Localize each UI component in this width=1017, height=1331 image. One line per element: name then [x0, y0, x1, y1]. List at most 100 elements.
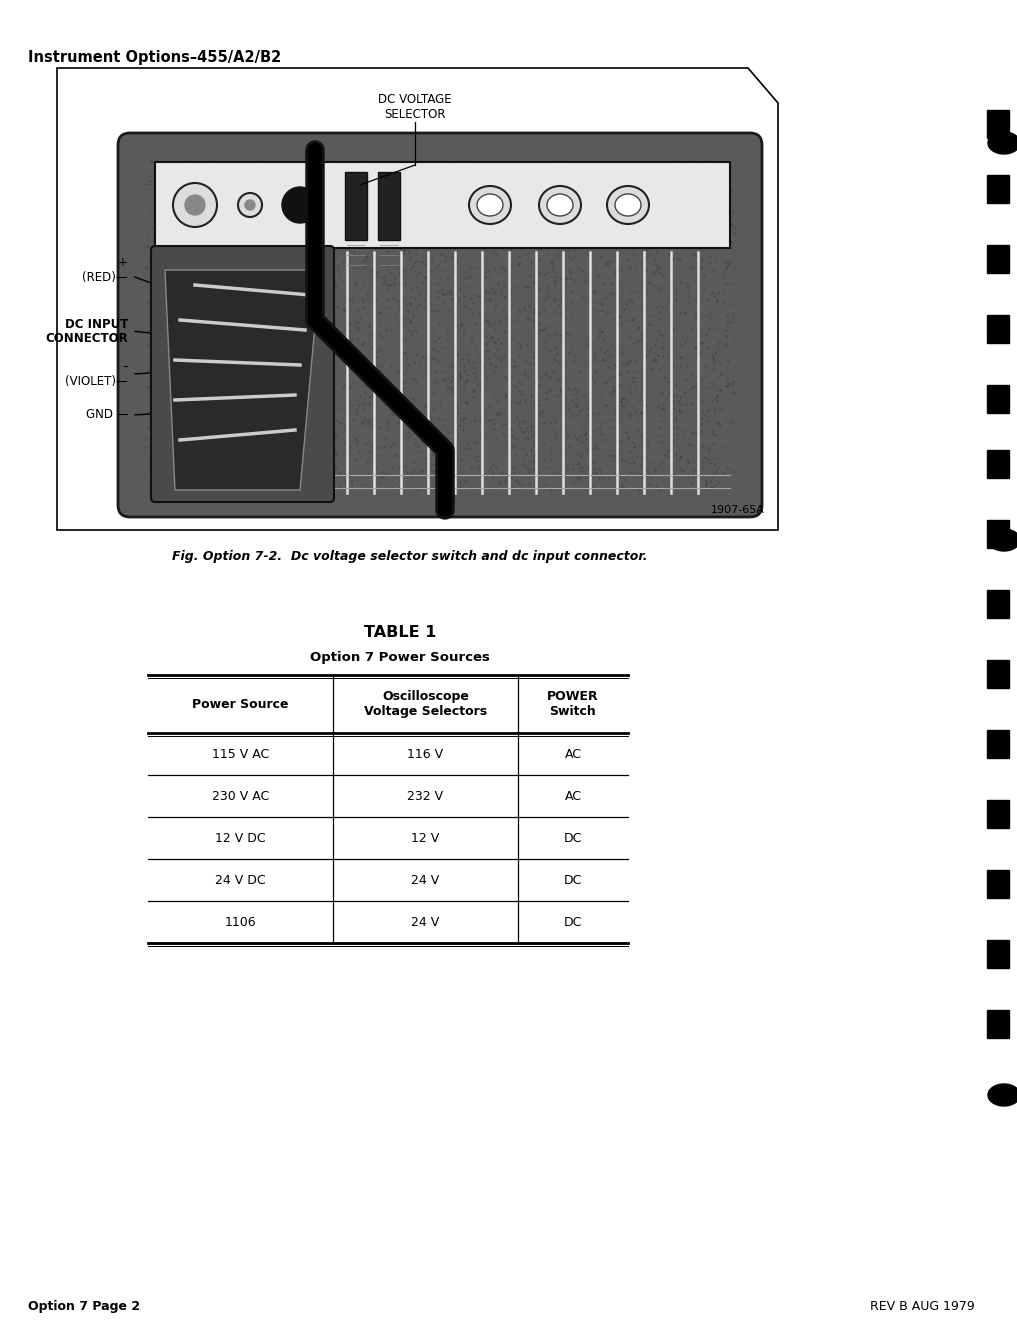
Point: [588, 197, 604, 218]
Point: [566, 210, 583, 232]
Point: [153, 313, 169, 334]
Point: [569, 453, 585, 474]
Point: [400, 301, 416, 322]
Point: [252, 454, 268, 475]
Point: [565, 169, 582, 190]
Point: [551, 369, 567, 390]
Point: [498, 465, 515, 486]
Point: [649, 209, 665, 230]
Point: [487, 403, 503, 425]
Point: [204, 161, 221, 182]
Point: [300, 212, 316, 233]
Point: [235, 463, 251, 484]
Point: [385, 201, 402, 222]
Point: [575, 418, 591, 439]
Point: [216, 244, 232, 265]
Point: [263, 245, 280, 266]
Point: [179, 160, 195, 181]
Point: [707, 387, 723, 409]
Point: [687, 206, 704, 228]
Point: [501, 423, 518, 445]
Point: [246, 393, 262, 414]
Point: [370, 222, 386, 244]
Point: [176, 342, 192, 363]
Point: [639, 280, 655, 301]
Point: [557, 164, 574, 185]
Point: [303, 212, 319, 233]
Point: [303, 234, 319, 256]
Point: [162, 252, 178, 273]
Point: [290, 466, 306, 487]
Point: [495, 346, 512, 367]
Text: –: –: [122, 361, 128, 374]
Point: [275, 256, 291, 277]
Point: [186, 246, 202, 268]
Point: [405, 306, 421, 327]
Point: [262, 293, 279, 314]
Point: [582, 166, 598, 188]
Point: [584, 366, 600, 387]
Point: [622, 403, 639, 425]
Point: [180, 387, 196, 409]
Point: [241, 353, 257, 374]
Point: [392, 382, 408, 403]
Point: [191, 334, 207, 355]
Point: [309, 193, 325, 214]
Point: [144, 347, 161, 369]
Point: [406, 451, 422, 473]
Point: [577, 269, 593, 290]
Point: [492, 350, 508, 371]
Point: [356, 407, 372, 429]
Point: [698, 474, 714, 495]
Point: [371, 217, 387, 238]
Point: [530, 174, 546, 196]
Point: [654, 431, 670, 453]
Point: [384, 287, 401, 309]
Point: [278, 270, 294, 291]
Point: [439, 459, 456, 480]
Point: [682, 377, 699, 398]
Point: [194, 230, 211, 252]
Point: [298, 306, 314, 327]
Point: [317, 351, 334, 373]
Point: [632, 329, 648, 350]
Point: [155, 193, 171, 214]
Point: [651, 418, 667, 439]
Point: [327, 236, 344, 257]
Point: [223, 246, 239, 268]
Point: [347, 357, 363, 378]
Point: [543, 413, 559, 434]
Point: [413, 459, 429, 480]
Point: [618, 293, 635, 314]
Point: [707, 401, 723, 422]
Point: [319, 226, 336, 248]
Point: [378, 413, 395, 434]
Point: [314, 287, 331, 309]
Point: [242, 457, 258, 478]
Point: [511, 381, 527, 402]
Point: [620, 429, 637, 450]
Point: [513, 334, 529, 355]
Point: [408, 319, 424, 341]
Point: [258, 261, 275, 282]
Point: [601, 369, 617, 390]
Point: [546, 286, 562, 307]
Point: [315, 286, 332, 307]
Point: [192, 393, 208, 414]
Point: [578, 192, 594, 213]
Point: [211, 313, 227, 334]
Point: [180, 403, 196, 425]
Point: [661, 244, 677, 265]
Point: [725, 461, 741, 482]
Point: [420, 310, 436, 331]
Point: [262, 205, 279, 226]
Point: [501, 194, 518, 216]
Point: [219, 165, 235, 186]
Point: [372, 371, 388, 393]
Point: [517, 390, 533, 411]
Point: [264, 212, 281, 233]
Point: [159, 258, 175, 280]
Point: [646, 186, 662, 208]
Point: [206, 367, 223, 389]
Point: [145, 423, 162, 445]
